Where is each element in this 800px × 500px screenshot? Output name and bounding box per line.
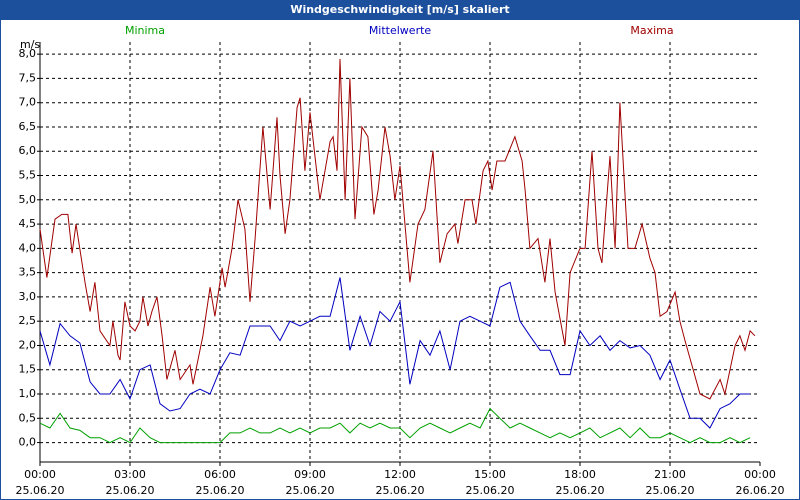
- x-tick-label: 00:00: [24, 468, 56, 481]
- x-tick-label: 21:00: [654, 468, 686, 481]
- legend-entry: Mittelwerte: [369, 24, 432, 37]
- x-tick-date: 25.06.20: [376, 484, 425, 497]
- y-tick-label: 6,0: [19, 144, 37, 157]
- y-tick-label: 3,0: [19, 290, 37, 303]
- title-bar: [0, 0, 800, 20]
- x-tick-label: 03:00: [114, 468, 146, 481]
- x-tick-label: 00:00: [744, 468, 776, 481]
- y-tick-label: 1,0: [19, 387, 37, 400]
- x-tick-label: 09:00: [294, 468, 326, 481]
- x-tick-date: 25.06.20: [556, 484, 605, 497]
- x-tick-date: 25.06.20: [646, 484, 695, 497]
- chart-title: Windgeschwindigkeit [m/s] skaliert: [290, 3, 509, 16]
- y-tick-label: 2,5: [19, 314, 37, 327]
- y-tick-label: 1,5: [19, 363, 37, 376]
- y-axis-label: m/s: [20, 38, 40, 51]
- y-tick-label: 4,0: [19, 241, 37, 254]
- y-tick-label: 0,5: [19, 411, 37, 424]
- x-tick-date: 25.06.20: [196, 484, 245, 497]
- x-tick-date: 25.06.20: [466, 484, 515, 497]
- series-line: [39, 407, 751, 444]
- y-tick-label: 6,5: [19, 120, 37, 133]
- legend-entry: Maxima: [630, 24, 673, 37]
- y-tick-label: 7,0: [19, 96, 37, 109]
- x-tick-label: 12:00: [384, 468, 416, 481]
- y-tick-label: 0,0: [19, 436, 37, 449]
- x-tick-label: 15:00: [474, 468, 506, 481]
- series-line: [39, 58, 756, 400]
- legend-entry: Minima: [125, 24, 165, 37]
- x-tick-date: 25.06.20: [106, 484, 155, 497]
- x-tick-label: 18:00: [564, 468, 596, 481]
- x-tick-date: 25.06.20: [16, 484, 65, 497]
- y-tick-label: 2,0: [19, 338, 37, 351]
- y-tick-label: 8,0: [19, 47, 37, 60]
- y-tick-label: 3,5: [19, 266, 37, 279]
- x-tick-date: 25.06.20: [286, 484, 335, 497]
- y-tick-label: 5,5: [19, 169, 37, 182]
- y-tick-label: 4,5: [19, 217, 37, 230]
- series-line: [39, 277, 751, 429]
- y-tick-label: 5,0: [19, 193, 37, 206]
- x-tick-label: 06:00: [204, 468, 236, 481]
- x-tick-date: 26.06.20: [736, 484, 785, 497]
- y-tick-label: 7,5: [19, 71, 37, 84]
